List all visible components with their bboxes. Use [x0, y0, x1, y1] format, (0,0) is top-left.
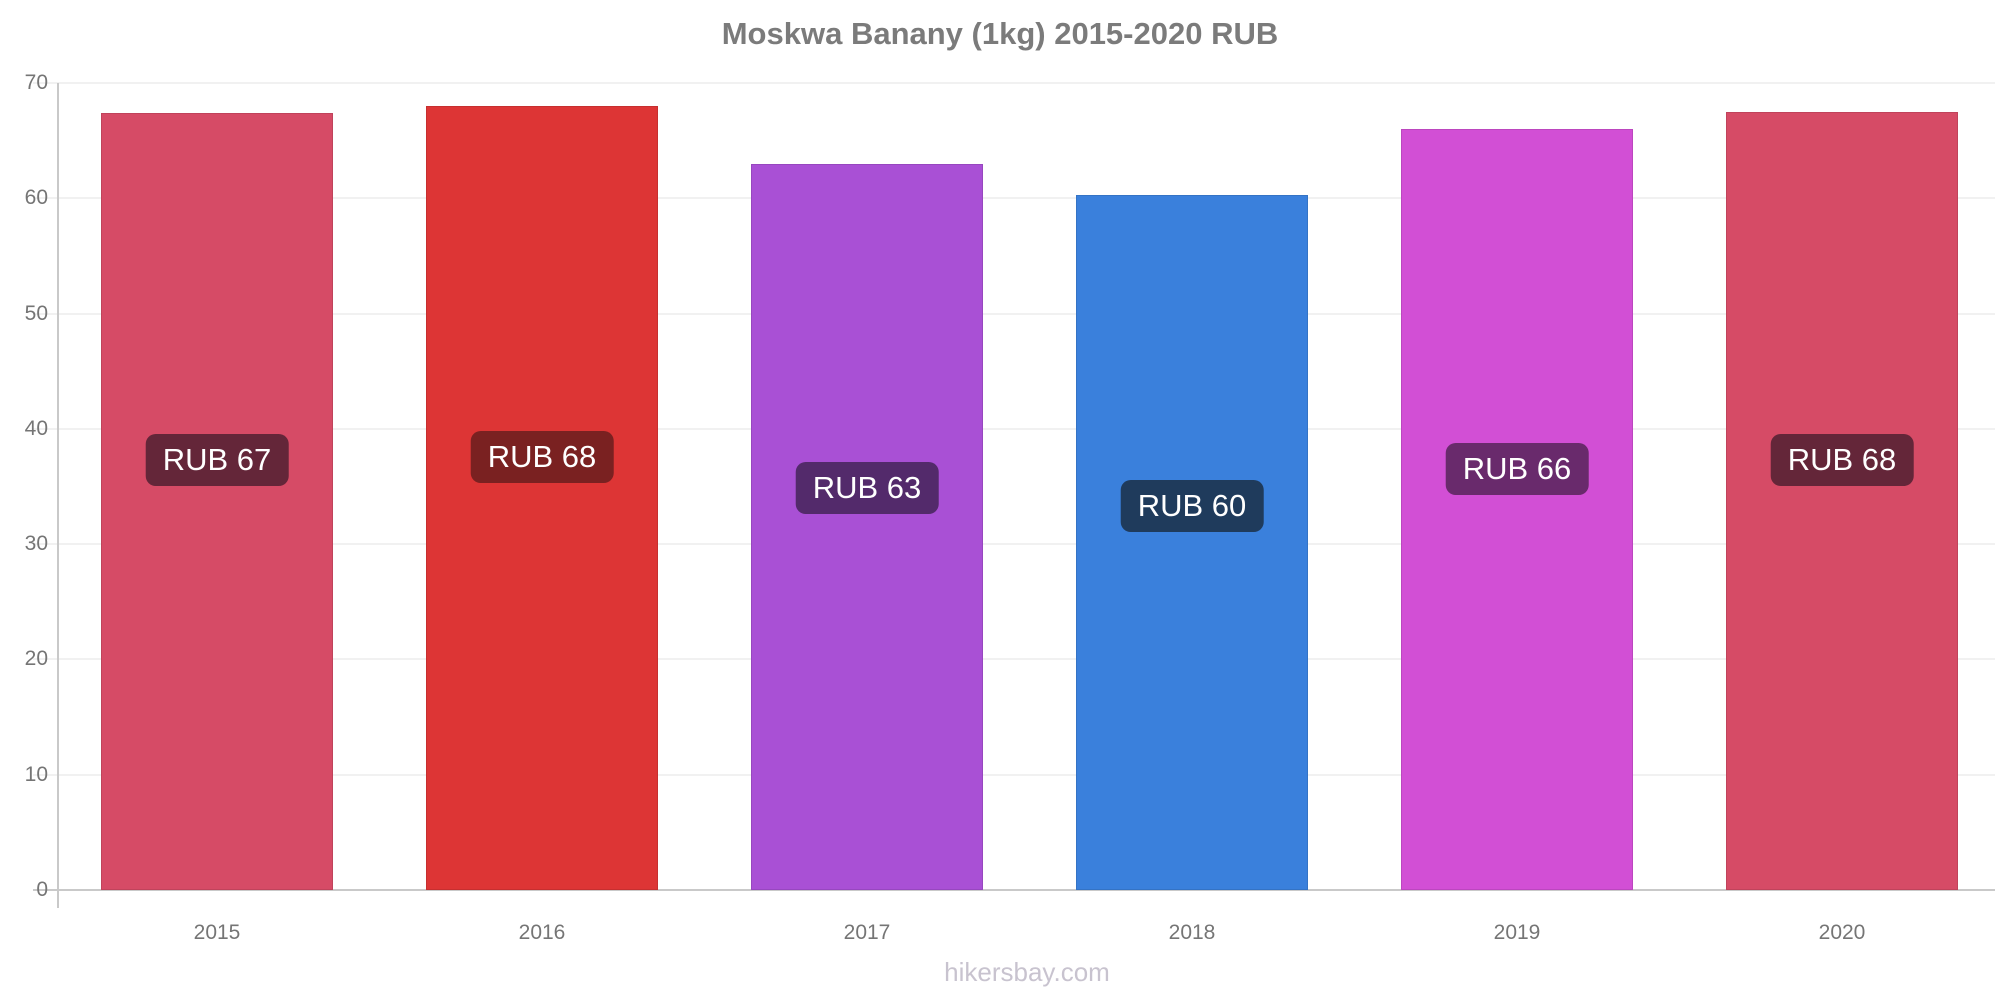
bar-value-label-2015: RUB 67 [145, 434, 289, 487]
y-tick-label: 50 [24, 301, 48, 325]
gridline-50 [33, 312, 1995, 315]
y-axis-line [57, 83, 59, 908]
bar-value-label-2017: RUB 63 [795, 462, 939, 515]
watermark: hikersbay.com [944, 957, 1110, 987]
gridline-10 [33, 773, 1995, 776]
x-axis-line [33, 889, 1995, 891]
y-tick-label: 10 [24, 762, 48, 786]
x-tick-label-2016: 2016 [518, 921, 566, 944]
bar-2019[interactable] [1401, 129, 1633, 890]
bar-value-label-2019: RUB 66 [1445, 443, 1589, 496]
gridline-40 [33, 427, 1995, 430]
gridline-20 [33, 658, 1995, 661]
y-tick-label: 30 [24, 532, 48, 556]
x-tick-label-2018: 2018 [1168, 921, 1216, 944]
bar-2020[interactable] [1726, 111, 1958, 890]
chart-title: Moskwa Banany (1kg) 2015-2020 RUB [721, 16, 1279, 51]
x-tick-label-2017: 2017 [843, 921, 891, 944]
bar-value-label-2020: RUB 68 [1770, 433, 1914, 486]
gridline-30 [33, 543, 1995, 546]
x-tick-label-2020: 2020 [1818, 921, 1866, 944]
x-tick-label-2015: 2015 [193, 921, 241, 944]
bar-value-label-2016: RUB 68 [470, 430, 614, 483]
y-tick-label: 70 [24, 71, 48, 95]
bar-2015[interactable] [101, 113, 333, 890]
y-tick-label: 40 [24, 416, 48, 440]
bar-2018[interactable] [1076, 194, 1308, 890]
gridline-60 [33, 197, 1995, 200]
y-tick-label: 0 [36, 878, 48, 901]
y-tick-label: 60 [24, 186, 48, 210]
bar-2017[interactable] [751, 163, 983, 890]
gridline-70 [33, 82, 1995, 85]
bar-2016[interactable] [426, 106, 658, 890]
y-tick-label: 20 [24, 647, 48, 671]
bar-value-label-2018: RUB 60 [1120, 479, 1264, 532]
x-tick-label-2019: 2019 [1493, 921, 1541, 944]
